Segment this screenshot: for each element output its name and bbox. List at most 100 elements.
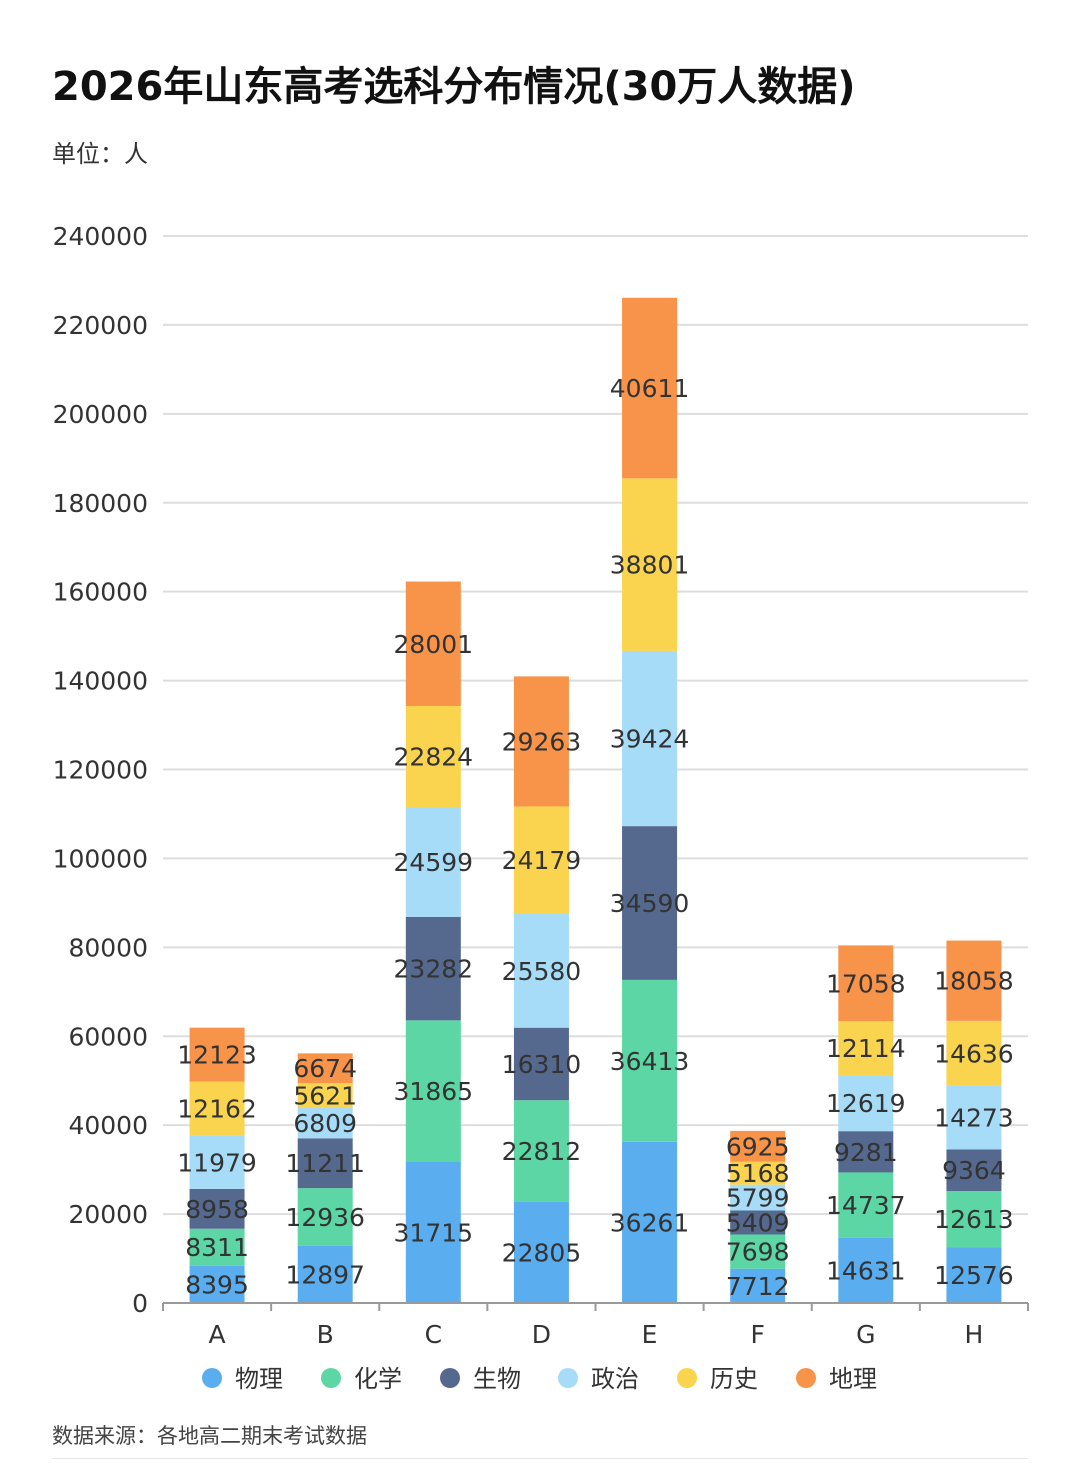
y-axis-ticks: 0 20000 40000 60000 80000 100000 120000 140000 1… [53,222,148,1318]
data-label-E-生物: 34590 [610,889,690,918]
data-label-G-历史: 12114 [826,1034,906,1063]
data-label-A-生物: 8958 [185,1195,249,1224]
bar-segment-D-历史 [513,806,569,914]
bar-segment-A-政治 [189,1135,245,1189]
y-tick-label: 20000 [68,1200,148,1229]
x-axis: A B C D E F G H [162,1302,1029,1349]
bar-segment-F-历史 [730,1161,786,1185]
legend-item-化学: 化学 [321,1365,402,1393]
data-source-note: 数据来源：各地高二期末考试数据 [52,1424,367,1448]
data-label-A-历史: 12162 [177,1095,257,1124]
bar-segment-D-地理 [513,676,569,807]
legend-label: 政治 [591,1365,639,1393]
data-label-H-政治: 14273 [934,1104,1014,1133]
bar-segment-A-地理 [189,1027,245,1082]
y-tick-label: 180000 [53,489,148,518]
x-tick-label-G: G [856,1320,875,1349]
bar-segment-E-物理 [622,1141,678,1303]
data-label-E-物理: 36261 [610,1208,690,1237]
data-label-F-历史: 5168 [726,1159,790,1188]
bar-segment-B-生物 [297,1138,353,1189]
bar-segment-B-地理 [297,1053,353,1084]
legend: 物理 化学 生物 政治 历史 地理 [202,1365,877,1393]
data-label-C-历史: 22824 [394,743,474,772]
bar-segment-C-生物 [405,916,461,1021]
unit-label: 单位：人 [52,140,148,168]
legend-label: 生物 [473,1365,521,1393]
bar-segment-F-物理 [730,1268,786,1303]
bar-segment-H-物理 [946,1247,1002,1303]
data-label-B-政治: 6809 [293,1109,357,1138]
bar-segment-B-化学 [297,1188,353,1246]
data-label-F-政治: 5799 [726,1184,790,1213]
x-tick-label-B: B [317,1320,334,1349]
data-label-B-历史: 5621 [293,1082,357,1111]
bar-segment-C-地理 [405,581,461,706]
bar-segment-F-政治 [730,1184,786,1211]
bar-segment-A-化学 [189,1228,245,1266]
bar-segment-G-历史 [838,1021,894,1076]
data-label-G-物理: 14631 [826,1256,906,1285]
legend-item-生物: 生物 [440,1365,521,1393]
bar-segment-G-化学 [838,1172,894,1238]
data-labels: 8395 8311 8958 11979 12162 12123 12897 12936 112… [177,374,1013,1301]
data-label-G-政治: 12619 [826,1089,906,1118]
y-tick-label: 220000 [53,311,148,340]
bar-segment-G-地理 [838,945,894,1022]
data-label-D-地理: 29263 [502,727,582,756]
data-label-C-化学: 31865 [394,1077,474,1106]
y-tick-label: 240000 [53,222,148,251]
data-label-C-生物: 23282 [394,955,474,984]
data-label-A-物理: 8395 [185,1270,249,1299]
legend-item-地理: 地理 [796,1365,877,1393]
data-label-A-政治: 11979 [177,1148,257,1177]
bar-segment-C-政治 [405,807,461,917]
chart-title: 2026年山东高考选科分布情况(30万人数据) [52,64,856,110]
x-tick-label-E: E [642,1320,658,1349]
legend-swatch [202,1368,222,1388]
data-label-C-政治: 24599 [394,848,474,877]
y-tick-label: 40000 [68,1111,148,1140]
bars [189,297,1002,1303]
data-label-G-生物: 9281 [834,1138,898,1167]
y-tick-label: 0 [132,1289,148,1318]
bar-segment-E-政治 [622,650,678,827]
x-tick-label-D: D [532,1320,551,1349]
data-label-E-历史: 38801 [610,551,690,580]
data-label-G-地理: 17058 [826,969,906,998]
bar-segment-A-物理 [189,1265,245,1303]
bar-segment-H-政治 [946,1085,1002,1150]
bar-segment-D-化学 [513,1100,569,1202]
data-label-E-化学: 36413 [610,1047,690,1076]
data-label-H-生物: 9364 [942,1156,1006,1185]
bar-segment-H-历史 [946,1020,1002,1086]
footer-divider [52,1458,1028,1459]
bar-segment-F-生物 [730,1210,786,1235]
legend-item-历史: 历史 [677,1365,758,1393]
bar-segment-E-地理 [622,297,678,479]
data-label-E-政治: 39424 [610,724,690,753]
data-label-B-地理: 6674 [293,1054,357,1083]
x-tick-label-C: C [425,1320,442,1349]
x-tick-label-A: A [209,1320,226,1349]
data-label-H-历史: 14636 [934,1039,1014,1068]
data-label-E-地理: 40611 [610,374,690,403]
data-label-B-化学: 12936 [285,1203,365,1232]
data-label-D-历史: 24179 [502,846,582,875]
legend-swatch [321,1368,341,1388]
bar-segment-G-生物 [838,1131,894,1173]
y-tick-label: 80000 [68,933,148,962]
bar-segment-E-化学 [622,979,678,1142]
y-tick-label: 60000 [68,1022,148,1051]
y-tick-label: 200000 [53,400,148,429]
bar-segment-E-历史 [622,478,678,651]
bar-segment-C-物理 [405,1162,461,1303]
bar-segment-G-物理 [838,1237,894,1303]
legend-label: 物理 [235,1365,283,1393]
bar-segment-A-历史 [189,1081,245,1136]
data-label-C-地理: 28001 [394,630,474,659]
bar-segment-D-物理 [513,1201,569,1303]
legend-swatch [440,1368,460,1388]
bar-segment-B-物理 [297,1245,353,1303]
